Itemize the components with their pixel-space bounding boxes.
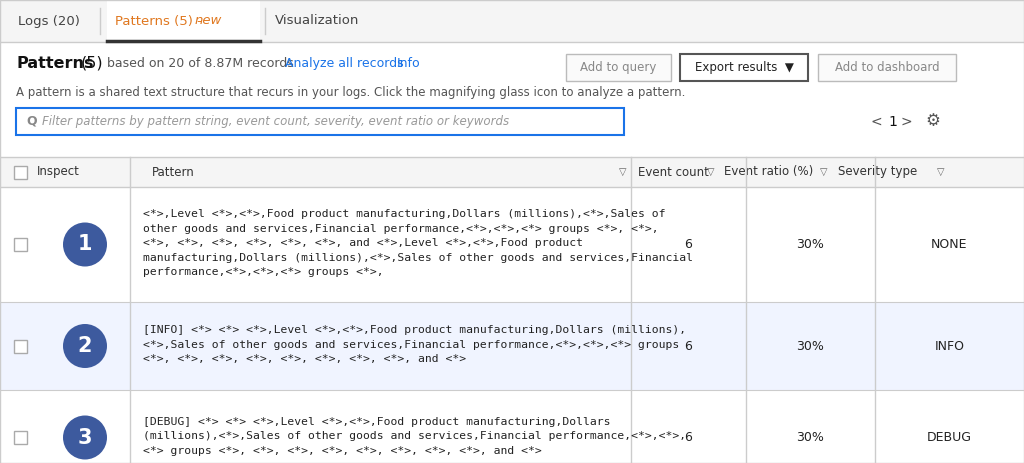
Text: Event ratio (%): Event ratio (%) — [724, 165, 813, 179]
FancyBboxPatch shape — [566, 54, 671, 81]
FancyBboxPatch shape — [106, 0, 260, 42]
Text: ⚙: ⚙ — [925, 113, 940, 131]
Text: ▽: ▽ — [820, 167, 827, 177]
Text: (millions),<*>,Sales of other goods and services,Financial performance,<*>,<*>,: (millions),<*>,Sales of other goods and … — [143, 431, 686, 441]
Text: Export results  ▼: Export results ▼ — [694, 61, 794, 74]
Text: Logs (20): Logs (20) — [18, 14, 80, 27]
Text: Info: Info — [397, 57, 421, 70]
Circle shape — [63, 223, 106, 267]
Text: 6: 6 — [685, 431, 692, 444]
Text: (5): (5) — [81, 56, 103, 71]
FancyBboxPatch shape — [0, 157, 1024, 187]
Text: Analyze all records: Analyze all records — [285, 57, 403, 70]
Text: performance,<*>,<*>,<*> groups <*>,: performance,<*>,<*>,<*> groups <*>, — [143, 267, 384, 277]
FancyBboxPatch shape — [0, 187, 1024, 302]
FancyBboxPatch shape — [680, 54, 808, 81]
FancyBboxPatch shape — [0, 0, 1024, 42]
FancyBboxPatch shape — [14, 431, 27, 444]
FancyBboxPatch shape — [16, 108, 624, 135]
Text: manufacturing,Dollars (millions),<*>,Sales of other goods and services,Financial: manufacturing,Dollars (millions),<*>,Sal… — [143, 253, 693, 263]
Text: INFO: INFO — [935, 339, 965, 352]
FancyBboxPatch shape — [14, 238, 27, 251]
Text: 3: 3 — [78, 427, 92, 448]
Text: 6: 6 — [685, 238, 692, 251]
Text: Severity type: Severity type — [838, 165, 918, 179]
Text: Patterns (5) -: Patterns (5) - — [115, 14, 206, 27]
Text: [DEBUG] <*> <*> <*>,Level <*>,<*>,Food product manufacturing,Dollars: [DEBUG] <*> <*> <*>,Level <*>,<*>,Food p… — [143, 417, 610, 427]
FancyBboxPatch shape — [0, 302, 1024, 390]
Text: [INFO] <*> <*> <*>,Level <*>,<*>,Food product manufacturing,Dollars (millions),: [INFO] <*> <*> <*>,Level <*>,<*>,Food pr… — [143, 325, 686, 335]
Text: Patterns: Patterns — [16, 56, 93, 71]
Text: 2: 2 — [78, 336, 92, 356]
Text: ▽: ▽ — [937, 167, 944, 177]
Text: 30%: 30% — [797, 339, 824, 352]
Text: Add to dashboard: Add to dashboard — [835, 61, 939, 74]
Text: Visualization: Visualization — [275, 14, 359, 27]
Text: Pattern: Pattern — [152, 165, 195, 179]
Text: A pattern is a shared text structure that recurs in your logs. Click the magnify: A pattern is a shared text structure tha… — [16, 86, 685, 99]
Text: ▽: ▽ — [707, 167, 715, 177]
Text: Q: Q — [26, 115, 37, 128]
Text: <*>, <*>, <*>, <*>, <*>, <*>, and <*>,Level <*>,<*>,Food product: <*>, <*>, <*>, <*>, <*>, <*>, and <*>,Le… — [143, 238, 583, 248]
Text: <*>,Sales of other goods and services,Financial performance,<*>,<*>,<*> groups: <*>,Sales of other goods and services,Fi… — [143, 340, 679, 350]
Text: 1: 1 — [78, 234, 92, 255]
Text: Inspect: Inspect — [37, 165, 80, 179]
FancyBboxPatch shape — [0, 42, 1024, 157]
Text: new: new — [195, 14, 222, 27]
FancyBboxPatch shape — [14, 165, 27, 179]
Text: <*>, <*>, <*>, <*>, <*>, <*>, <*>, <*>, and <*>: <*>, <*>, <*>, <*>, <*>, <*>, <*>, <*>, … — [143, 354, 466, 364]
FancyBboxPatch shape — [0, 390, 1024, 463]
Text: Filter patterns by pattern string, event count, severity, event ratio or keyword: Filter patterns by pattern string, event… — [42, 115, 509, 128]
Circle shape — [63, 324, 106, 368]
Text: >: > — [900, 114, 911, 129]
Text: DEBUG: DEBUG — [927, 431, 972, 444]
Text: other goods and services,Financial performance,<*>,<*>,<*> groups <*>, <*>,: other goods and services,Financial perfo… — [143, 224, 658, 234]
Text: Event count: Event count — [638, 165, 709, 179]
Text: <*>,Level <*>,<*>,Food product manufacturing,Dollars (millions),<*>,Sales of: <*>,Level <*>,<*>,Food product manufactu… — [143, 209, 666, 219]
Text: ▽: ▽ — [618, 167, 627, 177]
Text: 6: 6 — [685, 339, 692, 352]
Text: <*> groups <*>, <*>, <*>, <*>, <*>, <*>, <*>, <*>, and <*>: <*> groups <*>, <*>, <*>, <*>, <*>, <*>,… — [143, 446, 542, 456]
Text: 1: 1 — [888, 114, 897, 129]
Text: 30%: 30% — [797, 238, 824, 251]
FancyBboxPatch shape — [818, 54, 956, 81]
Text: Add to query: Add to query — [580, 61, 656, 74]
Text: <: < — [870, 114, 882, 129]
FancyBboxPatch shape — [14, 339, 27, 352]
Text: NONE: NONE — [931, 238, 968, 251]
Circle shape — [63, 415, 106, 459]
Text: based on 20 of 8.87M records: based on 20 of 8.87M records — [106, 57, 294, 70]
Text: 30%: 30% — [797, 431, 824, 444]
